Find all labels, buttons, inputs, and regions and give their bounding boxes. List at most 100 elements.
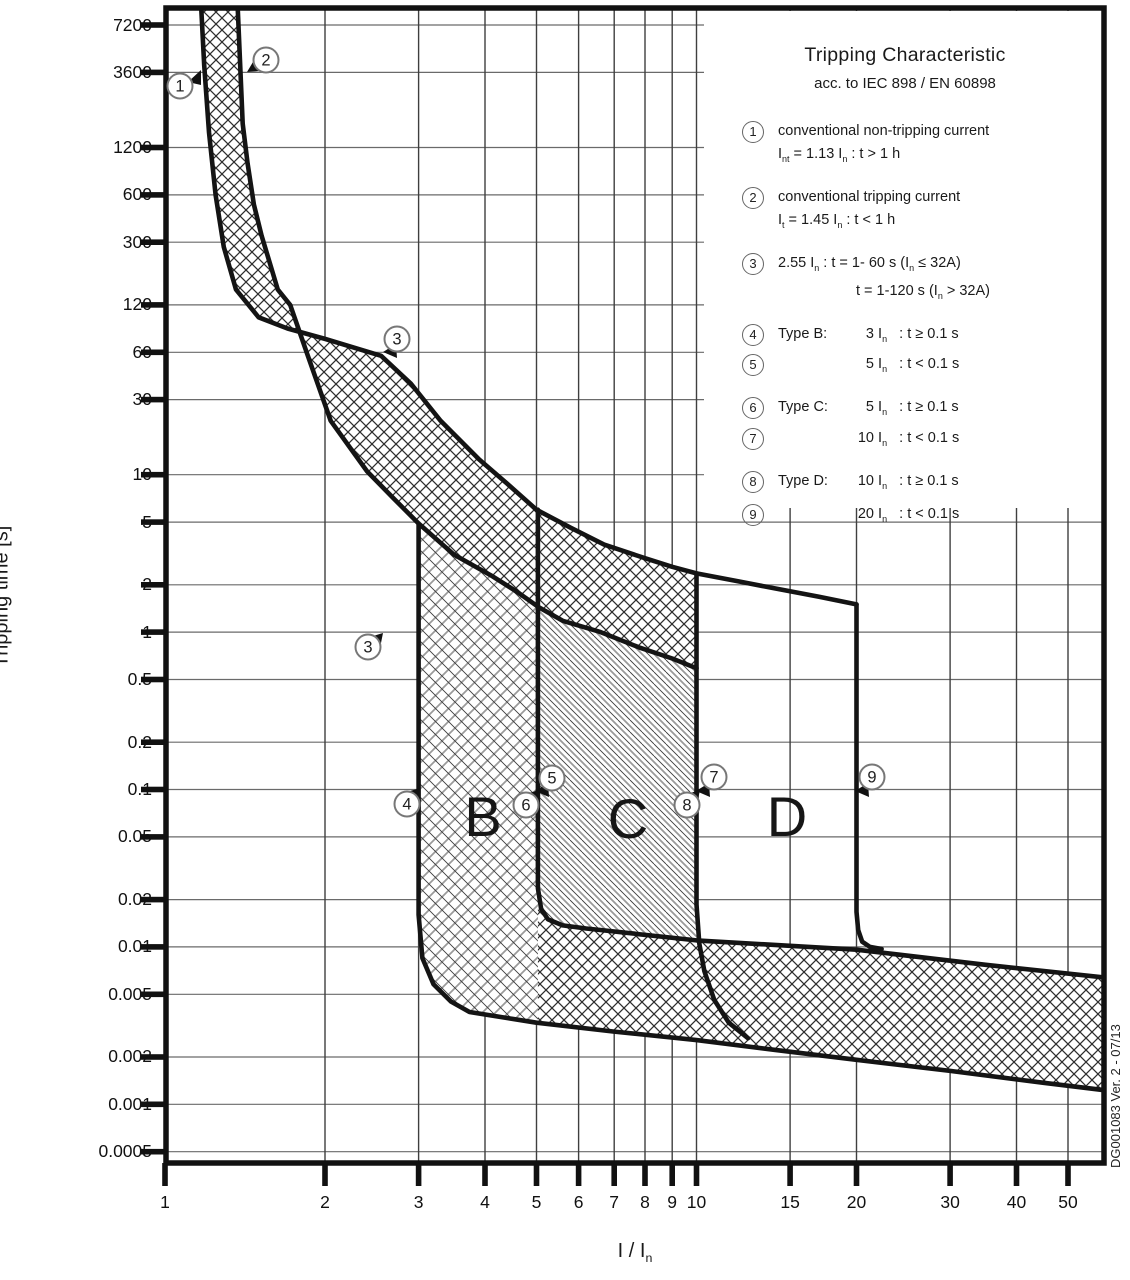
y-tick-label: 0.5	[127, 669, 152, 690]
x-tick-mark	[642, 1163, 648, 1186]
y-tick-mark	[141, 302, 166, 308]
x-tick-label: 40	[1006, 1192, 1027, 1212]
y-tick-mark	[141, 396, 166, 403]
legend-item-number: 7	[742, 428, 764, 451]
legend-item-number: 3	[742, 252, 764, 275]
curve-upper-thermal-limit	[198, 8, 859, 607]
legend: 1 conventional non-tripping current Int = …	[742, 120, 1098, 531]
marker-number-5: 5	[547, 770, 556, 788]
y-tick-mark	[141, 519, 166, 525]
y-tick-mark	[141, 991, 166, 998]
y-tick-label: 60	[132, 341, 152, 362]
legend-background	[704, 11, 1102, 508]
x-tick-label: 50	[1058, 1192, 1078, 1212]
marker-circle-7	[700, 763, 728, 791]
y-tick-mark	[141, 786, 166, 793]
y-tick-label: 0.002	[108, 1046, 152, 1067]
y-tick-mark	[141, 582, 166, 588]
axis-ticks	[141, 22, 1071, 1186]
legend-item-text: Type D: 10 In : t ≥ 0.1 s	[778, 473, 959, 492]
marker-number-1: 1	[175, 78, 184, 96]
curve-lower-thermal-limit	[235, 8, 699, 671]
legend-item-9: 9 20 In : t < 0.1 s	[742, 503, 1098, 531]
legend-item-text: conventional tripping current It = 1.45 I…	[778, 188, 961, 230]
x-tick-mark	[693, 1163, 700, 1186]
legend-item-number: 1	[742, 121, 764, 143]
curve-type-c-upper-magnetic	[694, 571, 751, 1041]
y-tick-mark	[141, 676, 166, 683]
legend-item-number: 4	[742, 323, 764, 346]
y-tick-label: 1	[142, 621, 152, 642]
x-tick-label: 10	[686, 1192, 707, 1212]
y-tick-label: 30	[132, 389, 152, 410]
y-tick-label: 0.005	[108, 983, 152, 1004]
y-tick-label: 7200	[113, 14, 152, 35]
legend-item-text: Type B: 3 In : t ≥ 0.1 s	[778, 325, 959, 344]
x-tick-mark	[575, 1163, 582, 1186]
legend-item-5: 5 5 In : t < 0.1 s	[742, 353, 1098, 381]
region-label-c: C	[608, 787, 648, 850]
y-tick-label: 0.02	[117, 889, 152, 910]
x-tick-label: 20	[846, 1192, 867, 1212]
legend-item-3: 3 2.55 In : t = 1- 60 s (In ≤ 32A) t = 1-1…	[742, 252, 1098, 308]
x-tick-label: 1	[160, 1192, 170, 1212]
y-tick-mark	[141, 22, 166, 28]
y-tick-mark	[141, 1054, 166, 1060]
y-tick-mark	[141, 239, 166, 245]
marker-number-9: 9	[867, 769, 876, 787]
x-tick-mark	[853, 1163, 860, 1186]
legend-item-1: 1 conventional non-tripping current Int = …	[742, 120, 1098, 171]
legend-item-number: 6	[742, 397, 764, 420]
legend-item-4: 4 Type B: 3 In : t ≥ 0.1 s	[742, 323, 1098, 351]
x-tick-label: 8	[640, 1192, 650, 1212]
x-tick-label: 6	[573, 1192, 584, 1212]
x-tick-mark	[322, 1163, 328, 1186]
legend-item-text: 2.55 In : t = 1- 60 s (In ≤ 32A) t = 1-12…	[778, 254, 990, 301]
y-tick-label: 0.05	[117, 826, 152, 847]
y-tick-mark	[141, 629, 166, 635]
x-tick-mark	[611, 1163, 617, 1186]
legend-item-2: 2 conventional tripping current It = 1.45 …	[742, 186, 1098, 237]
marker-number-3: 3	[392, 331, 401, 349]
marker-number-4: 4	[402, 796, 411, 814]
y-tick-mark	[141, 192, 166, 198]
x-tick-mark	[947, 1163, 953, 1186]
x-tick-label: 4	[480, 1192, 490, 1212]
y-tick-label: 300	[122, 231, 152, 252]
legend-item-number: 8	[742, 471, 764, 494]
region-label-d: D	[767, 785, 807, 848]
x-tick-label: 3	[413, 1192, 424, 1212]
x-tick-label: 5	[531, 1192, 542, 1212]
x-tick-mark	[482, 1163, 488, 1186]
x-tick-label: 15	[780, 1192, 800, 1212]
y-tick-mark	[141, 739, 166, 745]
y-tick-mark	[141, 834, 166, 840]
x-tick-mark	[669, 1163, 675, 1186]
x-tick-mark	[1065, 1163, 1071, 1186]
y-tick-mark	[141, 944, 166, 950]
curve-type-c-magnetic	[535, 507, 1104, 980]
marker-circle-1	[166, 72, 194, 100]
x-tick-label: 9	[667, 1192, 678, 1212]
legend-subtitle: acc. to IEC 898 / EN 60898	[814, 75, 996, 92]
marker-circle-3	[383, 325, 411, 353]
y-tick-mark	[141, 1101, 166, 1108]
y-tick-label: 0.001	[108, 1093, 152, 1114]
y-tick-label: 0.01	[117, 936, 152, 957]
x-tick-mark	[533, 1163, 540, 1186]
curve-type-b-magnetic	[416, 521, 1104, 1093]
y-tick-label: 600	[122, 184, 152, 205]
region-letters: B C D	[464, 785, 807, 850]
marker-number-8: 8	[682, 797, 691, 815]
y-tick-label: 0.2	[127, 731, 152, 752]
legend-item-6: 6 Type C: 5 In : t ≥ 0.1 s	[742, 396, 1098, 424]
region-label-b: B	[464, 785, 501, 848]
marker-circle-5	[538, 764, 566, 792]
band-thermal-trip	[201, 8, 697, 669]
marker-circle-6	[512, 791, 540, 819]
marker-number-3: 3	[363, 639, 372, 657]
y-axis-title: Tripping time [s]	[0, 525, 13, 668]
x-axis-title: I / In	[617, 1240, 653, 1265]
